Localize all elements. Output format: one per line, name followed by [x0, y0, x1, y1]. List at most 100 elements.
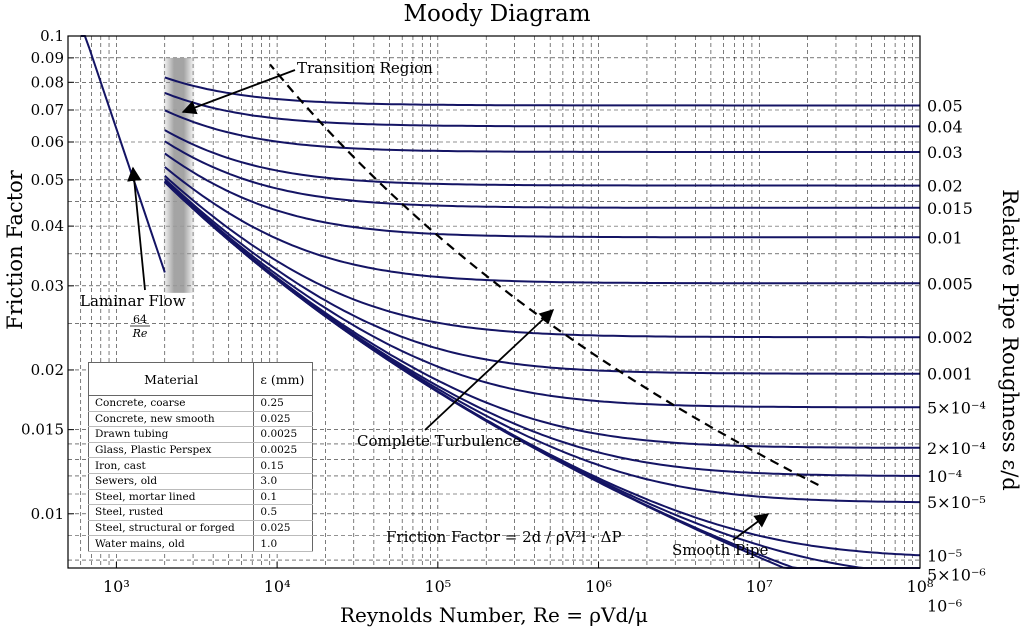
y-tick-label: 0.06 — [31, 133, 64, 151]
material-name: Concrete, coarse — [88, 395, 254, 412]
material-name: Glass, Plastic Perspex — [88, 442, 254, 459]
material-name: Steel, rusted — [88, 504, 254, 521]
transition-band — [162, 57, 196, 293]
table-row: Concrete, new smooth 0.025 — [88, 411, 313, 428]
material-name: Steel, structural or forged — [88, 520, 254, 537]
material-name: Iron, cast — [88, 457, 254, 474]
roughness-label: 10⁻⁶ — [927, 596, 962, 615]
roughness-label: 0.015 — [927, 199, 973, 218]
roughness-label: 0.04 — [927, 117, 963, 136]
roughness-curve — [164, 152, 920, 239]
roughness-label: 0.05 — [927, 97, 963, 116]
laminar-formula-numerator: 64 — [133, 313, 147, 326]
y-axis-label: Friction Factor — [3, 169, 27, 330]
epsilon-value: 0.025 — [253, 520, 313, 537]
epsilon-value: 3.0 — [253, 473, 313, 490]
x-tick-label: 10⁶ — [585, 577, 612, 596]
table-row: Steel, structural or forged 0.025 — [88, 520, 313, 537]
y-tick-label: 0.01 — [31, 505, 64, 523]
roughness-curve — [164, 91, 920, 128]
roughness-label: 2×10⁻⁴ — [927, 439, 986, 458]
transition-region-label: Transition Region — [297, 59, 433, 77]
roughness-label: 0.005 — [927, 274, 973, 293]
material-table: Material ε (mm) Concrete, coarse 0.25 Con… — [88, 362, 313, 552]
roughness-curve — [164, 140, 920, 209]
laminar-flow-label: Laminar Flow — [80, 292, 186, 310]
material-name: Concrete, new smooth — [88, 411, 254, 428]
epsilon-value: 0.15 — [253, 457, 313, 474]
roughness-curve — [164, 76, 920, 107]
epsilon-value: 0.0025 — [253, 442, 313, 459]
roughness-curve — [164, 179, 920, 409]
epsilon-value: 1.0 — [253, 535, 313, 552]
table-row: Steel, rusted 0.5 — [88, 504, 313, 521]
roughness-label: 5×10⁻⁶ — [927, 565, 986, 584]
roughness-label: 0.001 — [927, 365, 973, 384]
x-tick-label: 10⁴ — [264, 577, 291, 596]
complete-turbulence-label: Complete Turbulence — [357, 432, 522, 450]
y-tick-label: 0.04 — [31, 217, 64, 235]
transition-arrow — [181, 69, 296, 115]
y-tick-label: 0.02 — [31, 361, 64, 379]
laminar-formula-denominator: Re — [132, 327, 148, 340]
y-tick-label: 0.09 — [31, 49, 64, 67]
x-axis-label: Reynolds Number, Re = ρVd/μ — [340, 603, 648, 627]
laminar-line — [80, 35, 166, 273]
table-row: Sewers, old 3.0 — [88, 473, 313, 490]
table-row: Drawn tubing 0.0025 — [88, 426, 313, 443]
x-tick-label: 10³ — [103, 577, 130, 596]
material-name: Steel, mortar lined — [88, 489, 254, 506]
friction-factor-formula: Friction Factor = 2d / ρV²l · ΔP — [386, 528, 622, 546]
material-name: Sewers, old — [88, 473, 254, 490]
transition-band-group — [162, 57, 196, 293]
table-row: Concrete, coarse 0.25 — [88, 395, 313, 412]
turbulence-arrow — [424, 309, 555, 431]
x-tick-label: 10⁵ — [424, 577, 451, 596]
roughness-label: 10⁻⁴ — [927, 467, 962, 486]
roughness-label: 0.01 — [927, 228, 963, 247]
roughness-label: 0.02 — [927, 177, 963, 196]
epsilon-value: 0.1 — [253, 489, 313, 506]
y-tick-labels: 0.01 0.015 0.02 0.03 0.04 0.05 0.06 0.07 0.08 0.0… — [21, 27, 74, 523]
y-tick-label: 0.015 — [21, 421, 64, 439]
plot-frame — [67, 35, 921, 569]
epsilon-value: 0.0025 — [253, 426, 313, 443]
y-tick-label: 0.07 — [31, 101, 64, 119]
x-tick-label: 10⁷ — [746, 577, 773, 596]
material-table-header: Material ε (mm) — [88, 362, 313, 396]
y-tick-label: 0.08 — [31, 73, 64, 91]
epsilon-value: 0.025 — [253, 411, 313, 428]
material-column-header: Material — [88, 362, 254, 396]
x-tick-label: 10⁸ — [907, 577, 934, 596]
material-name: Water mains, old — [88, 535, 254, 552]
table-row: Steel, mortar lined 0.1 — [88, 489, 313, 506]
y-tick-label: 0.03 — [31, 277, 64, 295]
roughness-labels: 0.050.04 0.03 0.02 0.015 0.01 0.005 0.002 0.001… — [927, 97, 986, 616]
roughness-curve — [164, 178, 920, 375]
roughness-curve — [164, 129, 920, 187]
table-row: Water mains, old 1.0 — [88, 535, 313, 552]
epsilon-value: 0.25 — [253, 395, 313, 412]
table-row: Iron, cast 0.15 — [88, 457, 313, 474]
roughness-curve — [164, 166, 920, 285]
y2-axis-label: Relative Pipe Roughness ε/d — [998, 189, 1022, 491]
laminar-arrow — [127, 166, 146, 291]
epsilon-column-header: ε (mm) — [253, 362, 313, 396]
roughness-curve — [164, 109, 920, 153]
roughness-label: 10⁻⁵ — [927, 546, 962, 565]
y-tick-label: 0.05 — [31, 171, 64, 189]
material-name: Drawn tubing — [88, 426, 254, 443]
table-row: Glass, Plastic Perspex 0.0025 — [88, 442, 313, 459]
x-tick-labels: 10³ 10⁴ 10⁵ 10⁶ 10⁷ 10⁸ — [103, 562, 933, 596]
smooth-pipe-arrow — [732, 513, 770, 541]
roughness-label: 5×10⁻⁴ — [927, 398, 986, 417]
roughness-label: 5×10⁻⁵ — [927, 493, 986, 512]
chart-title: Moody Diagram — [403, 1, 590, 27]
roughness-label: 0.002 — [927, 328, 973, 347]
epsilon-value: 0.5 — [253, 504, 313, 521]
roughness-label: 0.03 — [927, 143, 963, 162]
smooth-pipe-label: Smooth Pipe — [672, 541, 769, 559]
plot-border — [67, 35, 921, 569]
roughness-curve — [164, 175, 920, 339]
